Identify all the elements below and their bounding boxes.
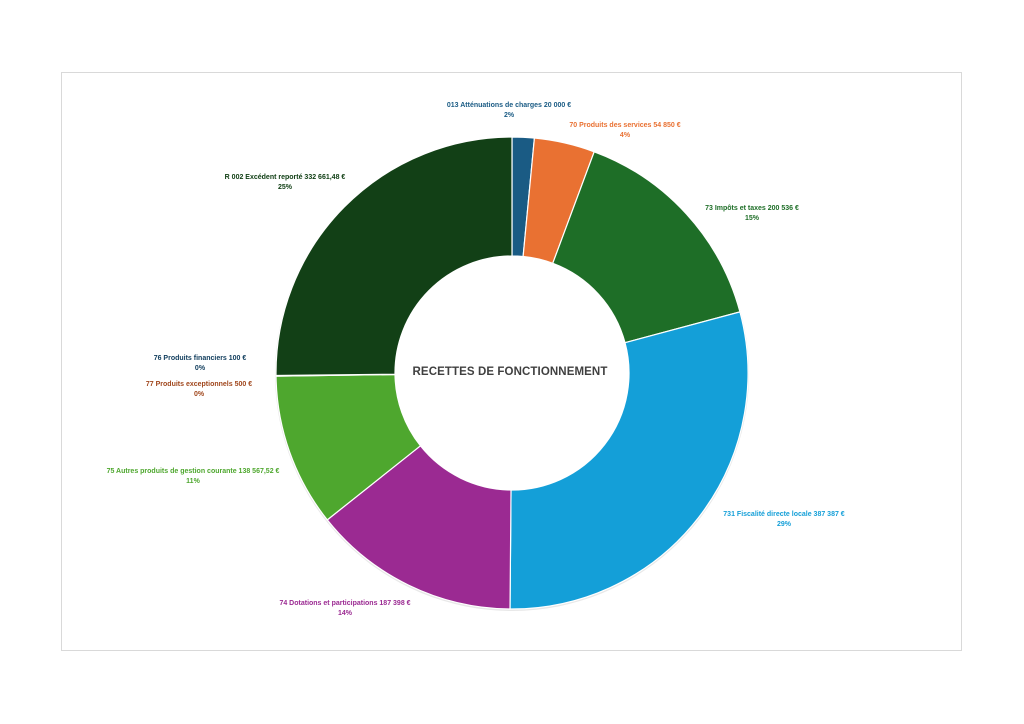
- label-slice-r002: R 002 Excédent reporté 332 661,48 € 25%: [225, 173, 346, 193]
- label-percent: 15%: [744, 215, 759, 222]
- label-text: 731 Fiscalité directe locale 387 387 €: [723, 511, 845, 518]
- label-percent: 14%: [337, 610, 353, 617]
- label-slice-731: 731 Fiscalité directe locale 387 387 € 2…: [723, 510, 844, 530]
- label-percent: 4%: [619, 132, 631, 139]
- label-percent: 0%: [194, 365, 206, 372]
- label-slice-70: 70 Produits des services 54 850 € 4%: [569, 121, 680, 141]
- label-text: 73 Impôts et taxes 200 536 €: [705, 205, 799, 212]
- label-percent: 0%: [193, 391, 205, 398]
- label-percent: 11%: [186, 478, 200, 485]
- chart-title: RECETTES DE FONCTIONNEMENT: [412, 366, 608, 378]
- label-text: 75 Autres produits de gestion courante 1…: [106, 468, 280, 475]
- label-text: 76 Produits financiers 100 €: [153, 355, 247, 362]
- label-text: R 002 Excédent reporté 332 661,48 €: [224, 174, 346, 181]
- label-text: 70 Produits des services 54 850 €: [569, 122, 681, 129]
- label-slice-73: 73 Impôts et taxes 200 536 € 15%: [705, 204, 799, 224]
- label-percent: 25%: [277, 184, 293, 191]
- label-text: 74 Dotations et participations 187 398 €: [279, 600, 411, 607]
- label-slice-013: 013 Atténuations de charges 20 000 € 2%: [447, 101, 571, 121]
- label-slice-77: 77 Produits exceptionnels 500 € 0%: [146, 380, 252, 400]
- label-text: 77 Produits exceptionnels 500 €: [145, 381, 253, 388]
- label-text: 013 Atténuations de charges 20 000 €: [446, 102, 572, 109]
- label-slice-74: 74 Dotations et participations 187 398 €…: [279, 599, 410, 619]
- label-percent: 2%: [503, 112, 515, 119]
- label-percent: 29%: [776, 521, 792, 528]
- label-slice-75: 75 Autres produits de gestion courante 1…: [107, 467, 280, 487]
- donut-hole: [395, 256, 629, 490]
- label-slice-76: 76 Produits financiers 100 € 0%: [154, 354, 247, 374]
